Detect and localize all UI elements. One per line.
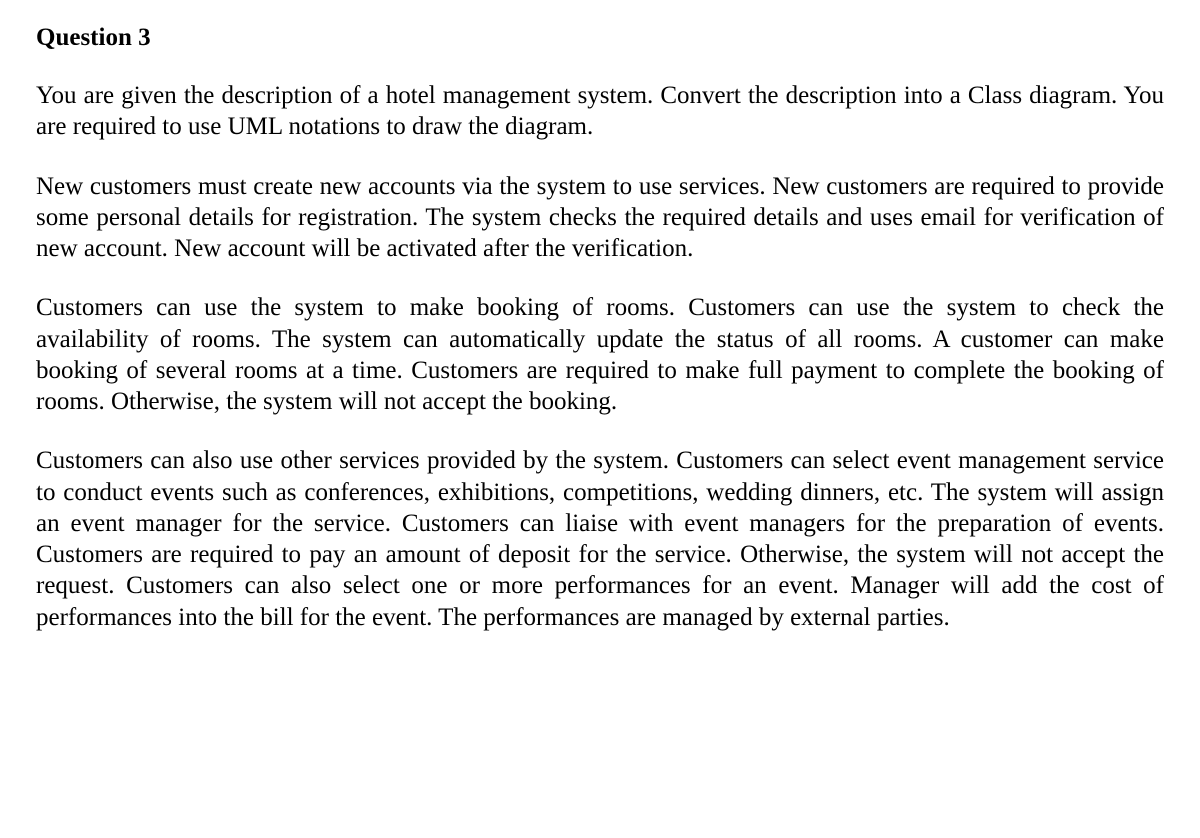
- paragraph-services: Customers can also use other services pr…: [36, 445, 1164, 633]
- question-heading: Question 3: [36, 24, 1164, 52]
- intro-paragraph: You are given the description of a hotel…: [36, 80, 1164, 143]
- paragraph-new-customers: New customers must create new accounts v…: [36, 171, 1164, 265]
- document-content: Question 3 You are given the description…: [36, 24, 1164, 633]
- paragraph-booking: Customers can use the system to make boo…: [36, 292, 1164, 417]
